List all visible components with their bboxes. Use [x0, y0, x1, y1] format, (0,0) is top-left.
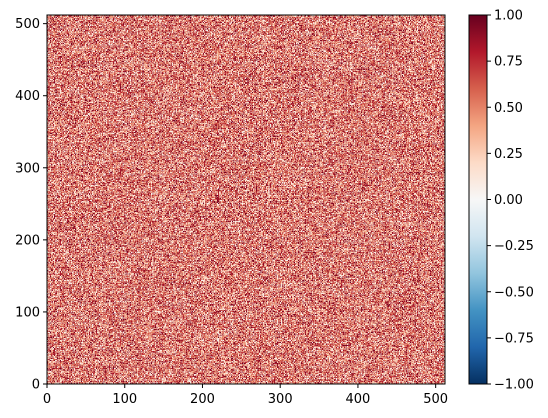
y-tick-label: 200	[15, 233, 40, 248]
x-axis: 0 100 200 300 400 500	[43, 384, 448, 407]
colorbar-tick-label: 0.50	[494, 101, 523, 116]
colorbar-tick-label: 0.25	[494, 147, 523, 162]
colorbar-tick-label: −0.25	[494, 239, 534, 254]
colorbar-axis: −1.00 −0.75 −0.50 −0.25 0.00 0.25 0.50 0.75 1.00	[487, 9, 534, 393]
colorbar-tick-label: −0.50	[494, 285, 534, 300]
colorbar-tick-label: −0.75	[494, 331, 534, 346]
x-tick-label: 100	[112, 392, 137, 407]
x-tick-label: 200	[190, 392, 215, 407]
axes-frame	[46, 14, 446, 385]
y-tick-label: 100	[15, 305, 40, 320]
colorbar-tick-label: 0.00	[494, 193, 523, 208]
colorbar	[468, 14, 488, 385]
colorbar-tick-label: 0.75	[494, 55, 523, 70]
colorbar-tick-label: 1.00	[494, 9, 523, 24]
y-tick-label: 400	[15, 89, 40, 104]
y-tick-label: 500	[15, 17, 40, 32]
colorbar-tick-label: −1.00	[494, 378, 534, 393]
heatmap-image	[47, 15, 445, 384]
y-tick-label: 300	[15, 161, 40, 176]
x-tick-label: 300	[268, 392, 293, 407]
y-tick-label: 0	[32, 378, 40, 393]
y-axis: 0 100 200 300 400 500	[15, 17, 47, 393]
axes-border	[46, 14, 446, 385]
x-tick-label: 0	[43, 392, 51, 407]
x-tick-label: 500	[423, 392, 448, 407]
x-tick-label: 400	[346, 392, 371, 407]
